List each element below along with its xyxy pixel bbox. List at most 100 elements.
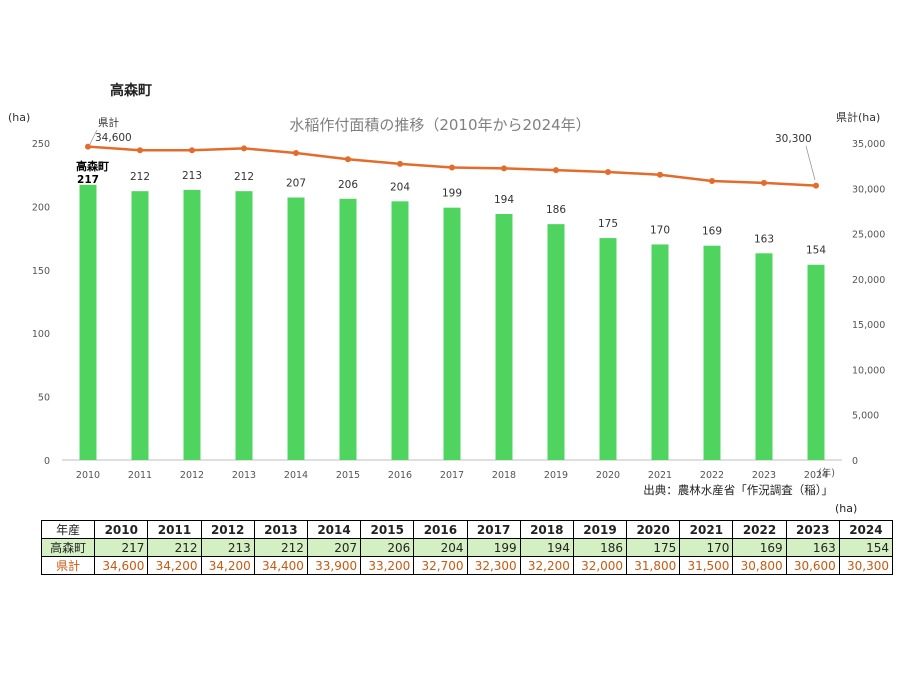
left-axis-tick-label: 100 bbox=[32, 329, 50, 340]
x-axis-tick-label: 2014 bbox=[284, 470, 308, 481]
table-cell: 169 bbox=[732, 538, 787, 557]
left-axis-unit: (ha) bbox=[8, 111, 30, 124]
line-point bbox=[657, 171, 663, 178]
right-axis-tick-label: 30,000 bbox=[852, 184, 885, 195]
line-callout-leader bbox=[88, 129, 98, 147]
table-row-town: 高森町 217 212 213 212 207 206 204 199 194 186 175 170… bbox=[40, 538, 894, 557]
table-cell: 33,900 bbox=[306, 556, 362, 575]
year-header-cell: 2016 bbox=[413, 520, 468, 539]
right-axis-tick-label: 20,000 bbox=[852, 275, 885, 286]
x-axis-tick-label: 2016 bbox=[388, 470, 412, 481]
bar bbox=[547, 224, 565, 460]
table-cell: 34,200 bbox=[200, 556, 255, 575]
line-point bbox=[709, 178, 715, 185]
right-axis-tick-label: 25,000 bbox=[852, 230, 885, 241]
right-axis-tick-label: 15,000 bbox=[852, 320, 885, 331]
x-axis-tick-label: 2024 bbox=[804, 470, 828, 481]
table-cell: 31,500 bbox=[679, 556, 734, 575]
bar-value-label: 206 bbox=[338, 179, 358, 191]
line-point bbox=[501, 165, 507, 172]
bar bbox=[287, 197, 305, 461]
table-cell: 34,200 bbox=[147, 556, 202, 575]
line-point bbox=[449, 164, 455, 171]
bar bbox=[495, 214, 513, 460]
bar bbox=[599, 238, 617, 460]
bar-value-label: 154 bbox=[806, 245, 826, 257]
year-header-cell: 2021 bbox=[679, 520, 734, 539]
year-header-cell: 2012 bbox=[200, 520, 255, 539]
chart-title: 水稲作付面積の推移（2010年から2024年） bbox=[289, 116, 590, 134]
line-series-name: 県計 bbox=[98, 116, 119, 129]
year-header-cell: 2022 bbox=[732, 520, 787, 539]
x-axis-tick-label: 2017 bbox=[440, 470, 464, 481]
pref-row-label: 県計 bbox=[40, 556, 96, 575]
left-axis-tick-label: 250 bbox=[32, 139, 50, 150]
line-point bbox=[241, 145, 247, 152]
bar-value-label: 169 bbox=[702, 226, 722, 238]
table-cell: 33,200 bbox=[360, 556, 415, 575]
right-axis-tick-label: 10,000 bbox=[852, 365, 885, 376]
line-point bbox=[137, 147, 143, 154]
table-cell: 213 bbox=[200, 538, 255, 557]
bar-value-label: 199 bbox=[442, 188, 462, 200]
bar-value-label: 204 bbox=[390, 181, 410, 193]
left-axis-tick-label: 200 bbox=[32, 202, 50, 213]
bar-value-label: 163 bbox=[754, 233, 774, 245]
bar bbox=[391, 201, 409, 460]
bar-value-label: 175 bbox=[598, 218, 618, 230]
right-axis-unit: 県計(ha) bbox=[836, 110, 880, 124]
table-cell: 32,700 bbox=[413, 556, 468, 575]
table-cell: 34,400 bbox=[253, 556, 308, 575]
table-cell: 175 bbox=[626, 538, 681, 557]
bar-value-label: 207 bbox=[286, 178, 306, 190]
year-header-cell: 2024 bbox=[838, 520, 894, 539]
table-cell: 32,000 bbox=[572, 556, 628, 575]
source-note: 出典：農林水産省「作況調査（稲）」 bbox=[643, 483, 833, 497]
table-cell: 217 bbox=[94, 538, 149, 557]
table-cell: 163 bbox=[785, 538, 840, 557]
year-header-cell: 2017 bbox=[466, 520, 521, 539]
line-point bbox=[397, 160, 403, 167]
year-header-cell: 2011 bbox=[147, 520, 202, 539]
table-cell: 30,800 bbox=[732, 556, 787, 575]
x-axis-tick-label: 2010 bbox=[76, 470, 100, 481]
table-cell: 170 bbox=[679, 538, 734, 557]
table-cell: 206 bbox=[360, 538, 415, 557]
bar bbox=[235, 191, 253, 460]
table-cell: 32,200 bbox=[519, 556, 574, 575]
line-point bbox=[189, 147, 195, 154]
table-cell: 154 bbox=[838, 538, 894, 557]
left-axis-tick-label: 150 bbox=[32, 266, 50, 277]
x-axis-tick-label: 2022 bbox=[700, 470, 724, 481]
bar-series-name: 高森町 bbox=[76, 159, 109, 173]
table-cell: 194 bbox=[519, 538, 574, 557]
line-point bbox=[813, 182, 819, 189]
year-header-cell: 2018 bbox=[519, 520, 574, 539]
right-axis-tick-label: 35,000 bbox=[852, 139, 885, 150]
bar-value-label: 170 bbox=[650, 224, 670, 236]
rice-area-chart: 水稲作付面積の推移（2010年から2024年） (ha) 県計(ha) 0 50 1… bbox=[8, 110, 885, 497]
x-axis-tick-label: 2013 bbox=[232, 470, 256, 481]
bar bbox=[651, 244, 669, 460]
bar bbox=[755, 253, 773, 460]
x-axis-tick-label: 2021 bbox=[648, 470, 672, 481]
table-cell: 30,300 bbox=[838, 556, 894, 575]
x-axis-tick-label: 2019 bbox=[544, 470, 568, 481]
right-axis-tick-label: 0 bbox=[852, 456, 858, 467]
table-cell: 212 bbox=[147, 538, 202, 557]
table-cell: 30,600 bbox=[785, 556, 840, 575]
year-header-cell: 2020 bbox=[626, 520, 681, 539]
left-axis-tick-label: 50 bbox=[38, 393, 50, 404]
year-header-cell: 2023 bbox=[785, 520, 840, 539]
bar bbox=[79, 184, 97, 460]
year-header-cell: 2014 bbox=[306, 520, 362, 539]
year-header-cell: 2019 bbox=[572, 520, 628, 539]
bar bbox=[443, 207, 461, 460]
x-axis-tick-label: 2020 bbox=[596, 470, 620, 481]
bar-value-label: 212 bbox=[234, 171, 254, 183]
x-axis-tick-label: 2023 bbox=[752, 470, 776, 481]
table-cell: 32,300 bbox=[466, 556, 521, 575]
table-row-pref: 県計 34,600 34,200 34,200 34,400 33,900 33,200 3… bbox=[40, 556, 894, 575]
line-point bbox=[293, 149, 299, 156]
line-point bbox=[553, 167, 559, 174]
